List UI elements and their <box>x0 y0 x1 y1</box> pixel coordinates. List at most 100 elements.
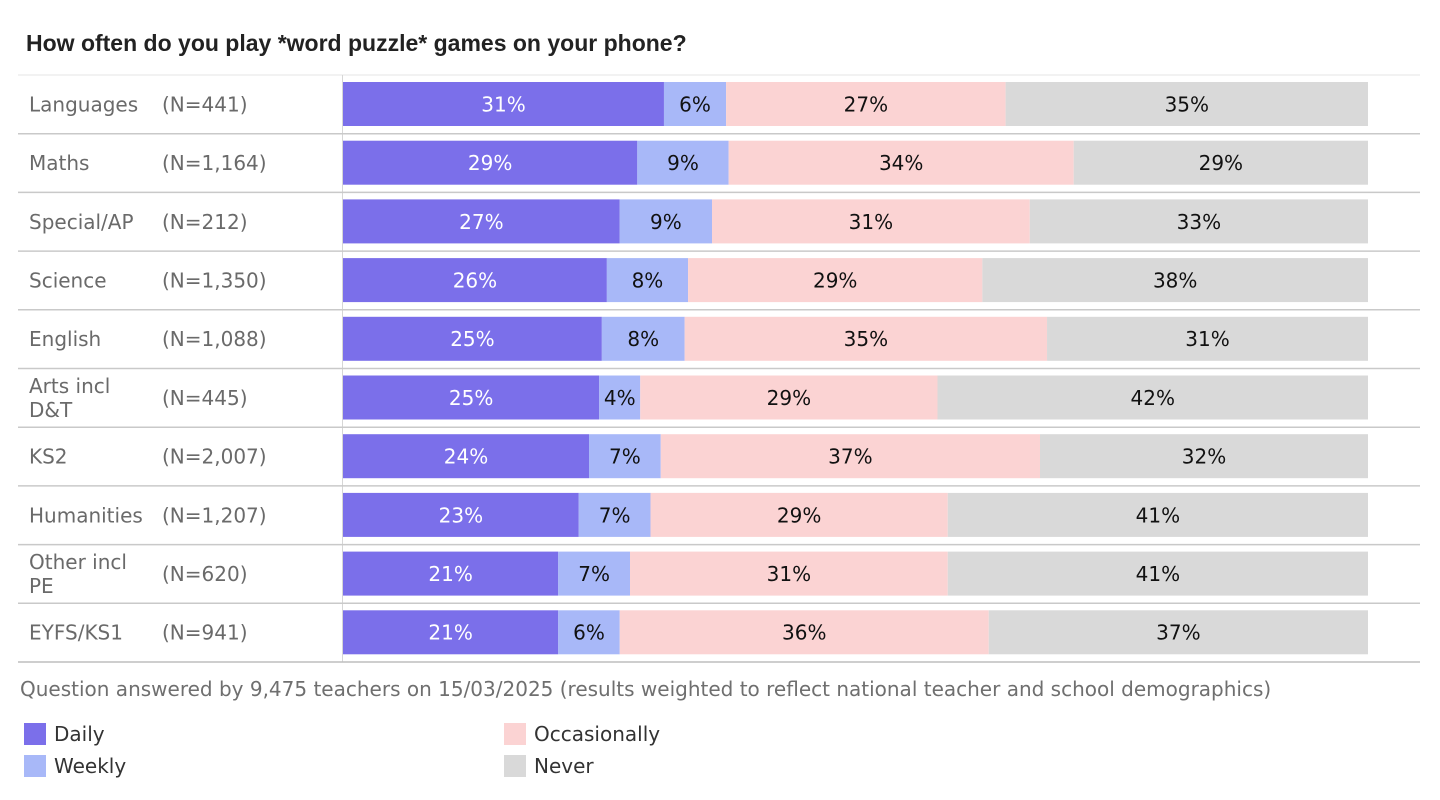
bar-occasionally-english <box>684 316 1048 361</box>
data-label-occasionally-english: 35% <box>844 327 888 351</box>
bar-occasionally-eyfs-ks1 <box>619 610 989 655</box>
bar-weekly-special-ap <box>619 199 712 244</box>
bar-daily-other-incl-pe <box>343 551 559 596</box>
bar-weekly-ks2 <box>589 434 661 479</box>
bar-occasionally-other-incl-pe <box>630 551 948 596</box>
bar-never-english <box>1047 316 1368 361</box>
data-label-daily-arts-incl-d-t: 25% <box>449 386 493 410</box>
category-label-other-incl-pe: Other incl PE <box>29 550 127 598</box>
bar-weekly-humanities <box>578 492 651 537</box>
data-label-never-english: 31% <box>1185 327 1229 351</box>
legend-swatch-occasionally <box>504 723 526 745</box>
category-label-line: Languages <box>29 92 138 116</box>
bar-occasionally-ks2 <box>660 434 1040 479</box>
data-label-never-humanities: 41% <box>1136 503 1180 527</box>
category-label-languages: Languages <box>29 92 138 116</box>
bar-weekly-eyfs-ks1 <box>558 610 620 655</box>
category-label-line: D&T <box>29 398 73 422</box>
bar-daily-languages <box>343 82 664 126</box>
category-label-maths: Maths <box>29 151 89 175</box>
bar-occasionally-arts-incl-d-t <box>640 375 938 420</box>
data-label-never-science: 38% <box>1153 268 1197 292</box>
footnote: Question answered by 9,475 teachers on 1… <box>20 677 1272 701</box>
bar-daily-special-ap <box>343 199 620 244</box>
bar-never-eyfs-ks1 <box>988 610 1368 655</box>
category-label-arts-incl-d-t: Arts incl D&T <box>29 374 110 422</box>
bar-weekly-arts-incl-d-t <box>599 375 641 420</box>
data-label-daily-english: 25% <box>450 327 494 351</box>
data-label-weekly-humanities: 7% <box>599 503 631 527</box>
data-label-never-ks2: 32% <box>1182 445 1226 469</box>
data-label-occasionally-eyfs-ks1: 36% <box>782 621 826 645</box>
bar-daily-eyfs-ks1 <box>343 610 559 655</box>
category-label-line: Maths <box>29 151 89 175</box>
category-label-eyfs-ks1: EYFS/KS1 <box>29 621 123 645</box>
bar-occasionally-languages <box>726 82 1006 126</box>
sample-size-languages: (N=441) <box>162 92 248 116</box>
legend-item-weekly: Weekly <box>24 754 126 778</box>
legend-swatch-weekly <box>24 755 46 777</box>
bar-daily-ks2 <box>343 434 589 479</box>
legend-swatch-never <box>504 755 526 777</box>
data-label-occasionally-languages: 27% <box>844 92 888 116</box>
bar-never-science <box>982 258 1368 303</box>
sample-size-humanities: (N=1,207) <box>162 503 267 527</box>
data-label-daily-ks2: 24% <box>444 445 488 469</box>
data-label-weekly-maths: 9% <box>667 151 699 175</box>
sample-size-science: (N=1,350) <box>162 268 267 292</box>
bar-never-languages <box>1005 82 1368 126</box>
data-label-daily-science: 26% <box>453 268 497 292</box>
legend-label-occasionally: Occasionally <box>534 722 661 746</box>
data-label-weekly-eyfs-ks1: 6% <box>573 621 605 645</box>
data-label-daily-languages: 31% <box>481 92 525 116</box>
sample-size-other-incl-pe: (N=620) <box>162 562 248 586</box>
bar-weekly-english <box>601 316 685 361</box>
data-label-occasionally-special-ap: 31% <box>849 210 893 234</box>
bar-never-other-incl-pe <box>947 551 1368 596</box>
chart-title: How often do you play *word puzzle* game… <box>26 30 687 56</box>
category-label-line: English <box>29 327 101 351</box>
category-label-humanities: Humanities <box>29 503 143 527</box>
sample-size-special-ap: (N=212) <box>162 210 248 234</box>
data-label-weekly-science: 8% <box>632 268 664 292</box>
sample-size-arts-incl-d-t: (N=445) <box>162 386 248 410</box>
bar-weekly-other-incl-pe <box>558 551 630 596</box>
category-label-ks2: KS2 <box>29 445 68 469</box>
bar-daily-science <box>343 258 607 303</box>
sample-size-eyfs-ks1: (N=941) <box>162 621 248 645</box>
data-label-daily-humanities: 23% <box>439 503 483 527</box>
sample-size-maths: (N=1,164) <box>162 151 267 175</box>
bar-daily-arts-incl-d-t <box>343 375 600 420</box>
bar-never-humanities <box>947 492 1368 537</box>
legend-item-never: Never <box>504 754 594 778</box>
data-label-occasionally-other-incl-pe: 31% <box>767 562 811 586</box>
category-label-special-ap: Special/AP <box>29 210 134 234</box>
bar-never-special-ap <box>1029 199 1368 244</box>
data-label-occasionally-science: 29% <box>813 268 857 292</box>
category-label-science: Science <box>29 268 107 292</box>
data-label-never-maths: 29% <box>1199 151 1243 175</box>
category-label-line: KS2 <box>29 445 68 469</box>
bar-occasionally-science <box>688 258 983 303</box>
bar-never-arts-incl-d-t <box>937 375 1368 420</box>
category-label-line: EYFS/KS1 <box>29 621 123 645</box>
bar-weekly-languages <box>663 82 727 126</box>
data-label-weekly-ks2: 7% <box>609 445 641 469</box>
bar-daily-maths <box>343 140 638 185</box>
bar-occasionally-maths <box>728 140 1074 185</box>
category-label-line: PE <box>29 574 54 598</box>
data-label-weekly-special-ap: 9% <box>650 210 682 234</box>
data-label-occasionally-arts-incl-d-t: 29% <box>767 386 811 410</box>
sample-size-ks2: (N=2,007) <box>162 445 267 469</box>
data-label-never-arts-incl-d-t: 42% <box>1131 386 1175 410</box>
data-label-daily-special-ap: 27% <box>459 210 503 234</box>
bar-daily-humanities <box>343 492 579 537</box>
bar-daily-english <box>343 316 602 361</box>
data-label-weekly-arts-incl-d-t: 4% <box>604 386 636 410</box>
data-label-never-languages: 35% <box>1165 92 1209 116</box>
data-label-never-other-incl-pe: 41% <box>1136 562 1180 586</box>
legend-label-daily: Daily <box>54 722 105 746</box>
bar-occasionally-special-ap <box>712 199 1030 244</box>
category-label-line: Special/AP <box>29 210 134 234</box>
category-label-english: English <box>29 327 101 351</box>
